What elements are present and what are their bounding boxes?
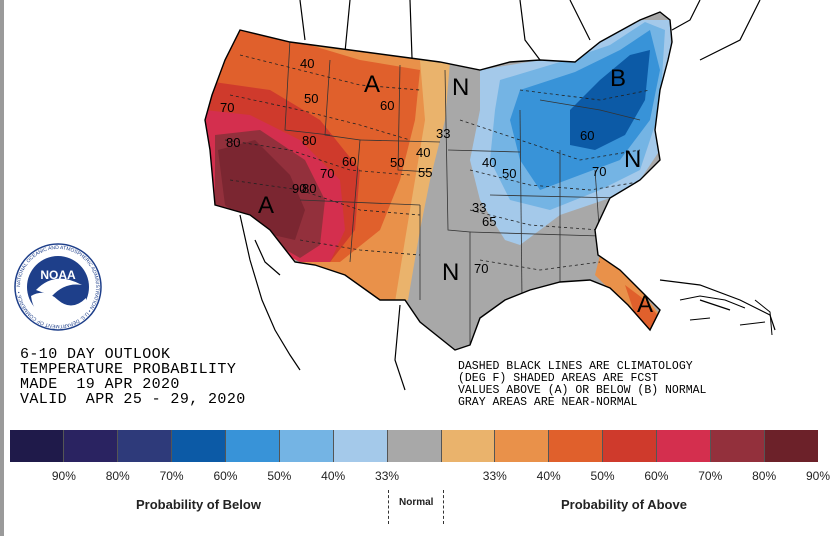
- contour-label: 60: [380, 98, 394, 113]
- legend-swatch: [441, 430, 496, 462]
- contour-label: 60: [580, 128, 594, 143]
- map-letter-northeast: N: [624, 146, 641, 173]
- contour-label: 80: [226, 135, 240, 150]
- contour-label: 70: [220, 100, 234, 115]
- us-outline: [204, 11, 673, 351]
- contour-label: 80: [302, 181, 316, 196]
- climatology-contours: [224, 54, 651, 271]
- contour-label: 60: [342, 154, 356, 169]
- outlook-info: 6-10 DAY OUTLOOK TEMPERATURE PROBABILITY M…: [20, 347, 246, 407]
- legend-swatch: [225, 430, 280, 462]
- outlook-title: 6-10 DAY OUTLOOK: [20, 346, 171, 363]
- map-letter-great-lakes: B: [610, 65, 626, 92]
- contour-label: 65: [482, 214, 496, 229]
- contour-label: 40: [416, 145, 430, 160]
- contour-label: 50: [304, 91, 318, 106]
- legend-swatch: [765, 430, 819, 462]
- note-line: GRAY AREAS ARE NEAR-NORMAL: [458, 396, 638, 409]
- map-letter-central-plains: N: [452, 74, 469, 101]
- map-letter-north-plains: A: [364, 71, 380, 98]
- contour-label: 80: [302, 133, 316, 148]
- logo-text: NOAA: [40, 268, 76, 282]
- outer-borders: [239, 0, 776, 391]
- contour-label: 70: [320, 166, 334, 181]
- legend-swatch: [117, 430, 172, 462]
- legend-percent-labels: 90% 80% 70% 60% 50% 40% 33% 33% 40% 50% 60% 70% 80% 9…: [10, 469, 830, 485]
- note-line: VALUES ABOVE (A) OR BELOW (B) NORMAL: [458, 384, 707, 397]
- noaa-logo: NATIONAL OCEANIC AND ATMOSPHERIC ADMINIS…: [14, 243, 102, 331]
- contour-label: 40: [482, 155, 496, 170]
- legend-label: 33%: [482, 469, 507, 483]
- legend-separator: [443, 490, 444, 524]
- note-line: DASHED BLACK LINES ARE CLIMATOLOGY: [458, 360, 693, 373]
- legend-label: 33%: [375, 469, 400, 483]
- legend-swatch: [333, 430, 388, 462]
- legend-swatch: [63, 430, 118, 462]
- legend-separator: [388, 490, 389, 524]
- contour-label: 70: [592, 164, 606, 179]
- legend-label: 90%: [805, 469, 831, 483]
- legend-swatch: [549, 430, 604, 462]
- legend-label: 80%: [105, 469, 130, 483]
- legend-label: 50%: [590, 469, 615, 483]
- contour-label: 33: [436, 126, 450, 141]
- made-date: MADE 19 APR 2020: [20, 376, 180, 393]
- contour-label: 33: [472, 200, 486, 215]
- legend-caption-above: Probability of Above: [561, 497, 687, 512]
- state-borders: [284, 39, 641, 345]
- contour-label: 40: [300, 56, 314, 71]
- map-notes: DASHED BLACK LINES ARE CLIMATOLOGY (DEG F…: [458, 361, 706, 409]
- outlook-subtitle: TEMPERATURE PROBABILITY: [20, 361, 237, 378]
- legend-swatch: [279, 430, 334, 462]
- legend-label: 60%: [213, 469, 238, 483]
- note-line: (DEG F) SHADED AREAS ARE FCST: [458, 372, 659, 385]
- legend-label: 50%: [267, 469, 292, 483]
- legend-swatch: [657, 430, 712, 462]
- outlook-map: A A A B N N N 40 50 60 70 80 80 90 80 70…: [14, 0, 776, 391]
- legend-label: 40%: [536, 469, 561, 483]
- legend-label: 80%: [752, 469, 777, 483]
- left-frame-edge: [0, 0, 4, 536]
- legend-label: 90%: [51, 469, 76, 483]
- legend-label: 40%: [321, 469, 346, 483]
- legend-swatch: [495, 430, 550, 462]
- contour-label: 50: [502, 166, 516, 181]
- legend-swatch: [387, 430, 442, 462]
- legend-swatch: [10, 430, 64, 462]
- valid-range: VALID APR 25 - 29, 2020: [20, 391, 246, 408]
- legend-swatch: [711, 430, 766, 462]
- contour-label: 55: [418, 165, 432, 180]
- legend-caption-normal: Normal: [399, 497, 434, 508]
- legend-label: 60%: [644, 469, 669, 483]
- legend-color-bar: [10, 430, 819, 462]
- legend-label: 70%: [159, 469, 184, 483]
- contour-label: 90: [292, 181, 306, 196]
- contour-label: 70: [474, 261, 488, 276]
- map-letter-florida: A: [637, 291, 653, 318]
- legend-swatch: [171, 430, 226, 462]
- legend-label: 70%: [698, 469, 723, 483]
- caribbean-islands: [679, 295, 773, 336]
- contour-label: 50: [390, 155, 404, 170]
- legend-swatch: [603, 430, 658, 462]
- map-letter-texas: N: [442, 259, 459, 286]
- map-letter-southwest: A: [258, 192, 274, 219]
- legend-caption-below: Probability of Below: [136, 497, 261, 512]
